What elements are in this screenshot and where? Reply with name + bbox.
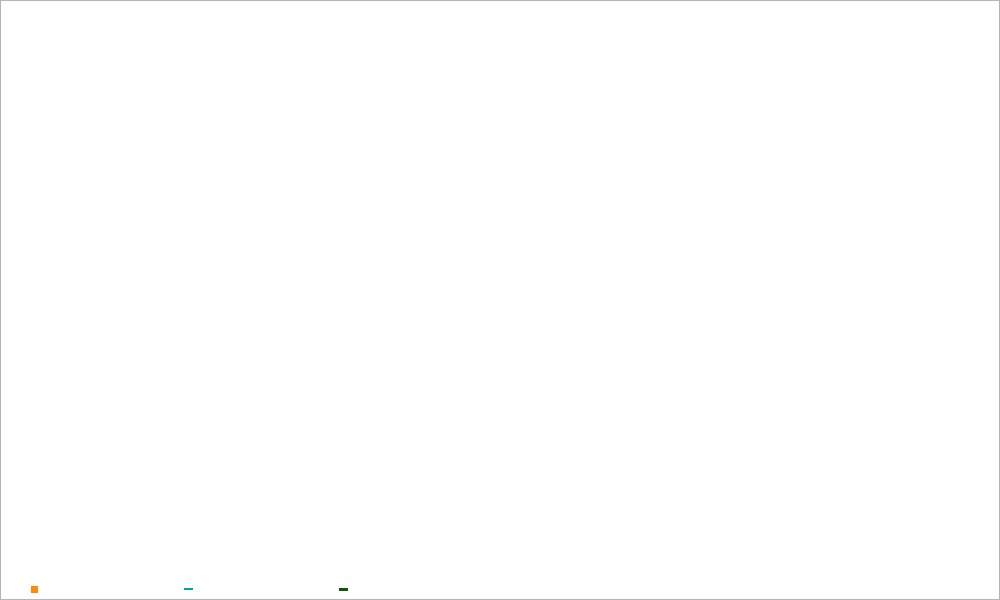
price-marker-icon [31, 585, 38, 593]
legend-price [31, 583, 56, 595]
legend-volume [184, 583, 211, 595]
rsi-marker-icon [339, 587, 348, 591]
legend-bar [1, 583, 999, 599]
legend-rsi [339, 583, 357, 595]
volume-marker-icon [184, 588, 193, 591]
